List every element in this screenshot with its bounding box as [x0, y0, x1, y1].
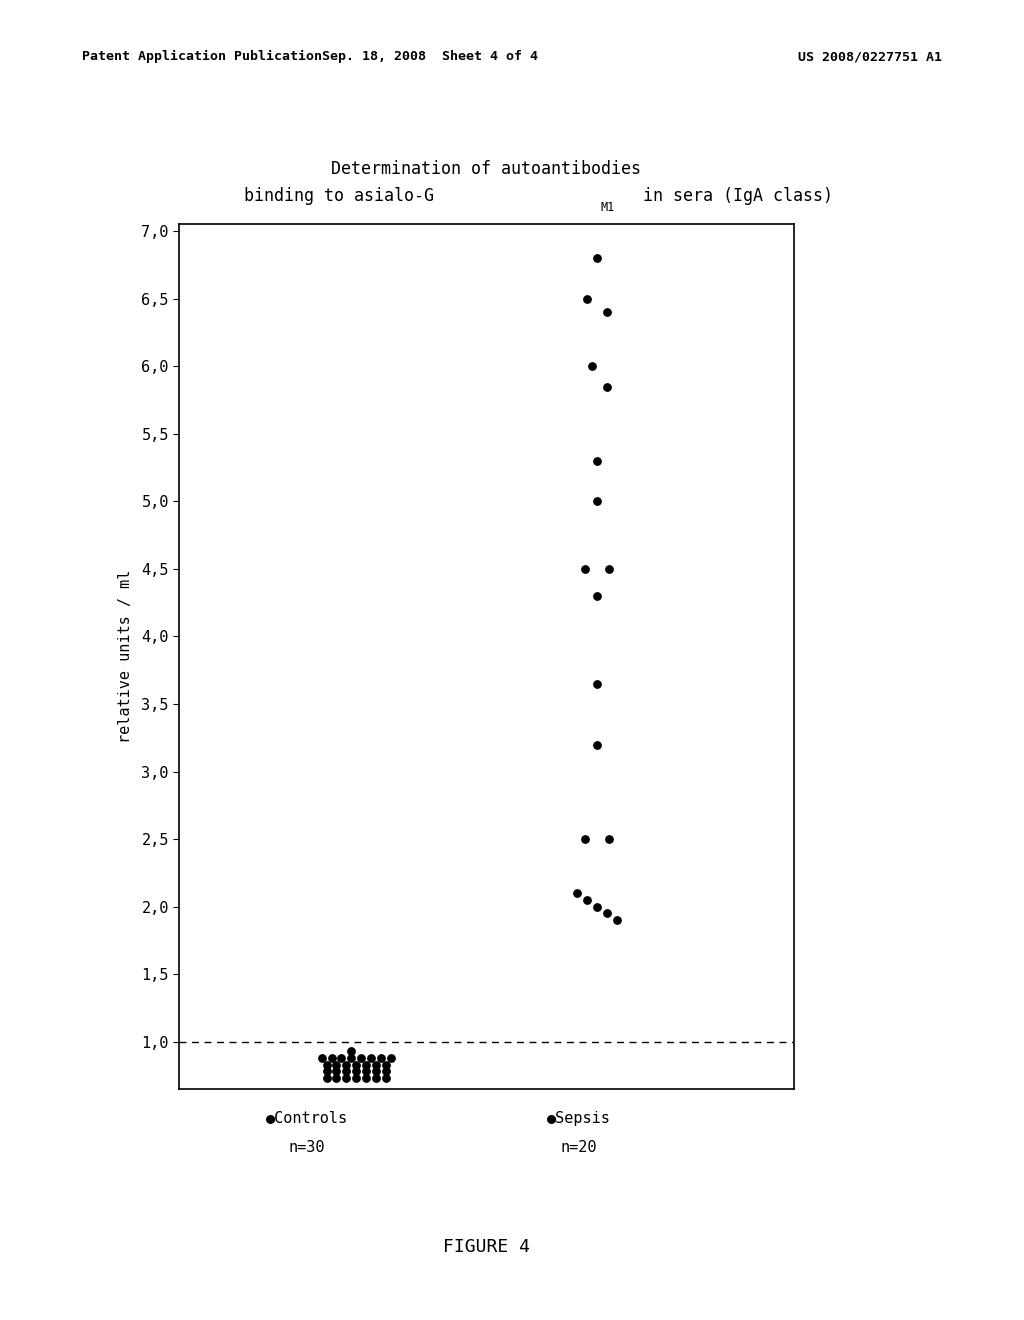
Point — [577, 558, 593, 579]
Point — [318, 1068, 335, 1089]
Point — [373, 1047, 389, 1068]
Point — [368, 1068, 384, 1089]
Text: Sep. 18, 2008  Sheet 4 of 4: Sep. 18, 2008 Sheet 4 of 4 — [323, 50, 538, 63]
Point — [357, 1055, 374, 1076]
Point — [378, 1055, 394, 1076]
Point — [601, 558, 617, 579]
Point — [601, 829, 617, 850]
Point — [599, 302, 615, 323]
Point — [589, 896, 605, 917]
Point — [382, 1047, 398, 1068]
Point — [579, 288, 595, 309]
Point — [608, 909, 625, 931]
Point — [353, 1047, 370, 1068]
Y-axis label: relative units / ml: relative units / ml — [118, 570, 133, 743]
Text: Determination of autoantibodies: Determination of autoantibodies — [332, 160, 641, 178]
Point — [579, 890, 595, 911]
Point — [589, 673, 605, 694]
Point — [589, 450, 605, 471]
Point — [589, 734, 605, 755]
Text: binding to asialo-G: binding to asialo-G — [244, 186, 434, 205]
Point — [333, 1047, 349, 1068]
Text: Patent Application Publication: Patent Application Publication — [82, 50, 322, 63]
Point — [357, 1068, 374, 1089]
Point — [368, 1061, 384, 1082]
Point — [378, 1061, 394, 1082]
Point — [378, 1068, 394, 1089]
Point — [589, 248, 605, 269]
Point — [599, 903, 615, 924]
Point — [338, 1068, 354, 1089]
Point — [343, 1047, 359, 1068]
Text: n=30: n=30 — [289, 1139, 326, 1155]
Point — [318, 1061, 335, 1082]
Point — [599, 376, 615, 397]
Point — [577, 829, 593, 850]
Text: FIGURE 4: FIGURE 4 — [443, 1238, 529, 1257]
Point — [343, 1040, 359, 1061]
Point — [338, 1061, 354, 1082]
Text: n=20: n=20 — [560, 1139, 597, 1155]
Point — [589, 585, 605, 606]
Text: US 2008/0227751 A1: US 2008/0227751 A1 — [798, 50, 942, 63]
Text: ●Controls: ●Controls — [266, 1110, 348, 1126]
Point — [368, 1055, 384, 1076]
Point — [318, 1055, 335, 1076]
Point — [362, 1047, 379, 1068]
Point — [348, 1055, 365, 1076]
Point — [357, 1061, 374, 1082]
Text: in sera (IgA class): in sera (IgA class) — [633, 186, 833, 205]
Point — [329, 1061, 345, 1082]
Point — [313, 1047, 330, 1068]
Point — [348, 1068, 365, 1089]
Point — [329, 1068, 345, 1089]
Point — [569, 883, 586, 904]
Point — [338, 1055, 354, 1076]
Point — [324, 1047, 340, 1068]
Point — [329, 1055, 345, 1076]
Text: ●Sepsis: ●Sepsis — [547, 1110, 610, 1126]
Point — [589, 491, 605, 512]
Point — [584, 355, 600, 376]
Text: M1: M1 — [600, 201, 614, 214]
Point — [348, 1061, 365, 1082]
